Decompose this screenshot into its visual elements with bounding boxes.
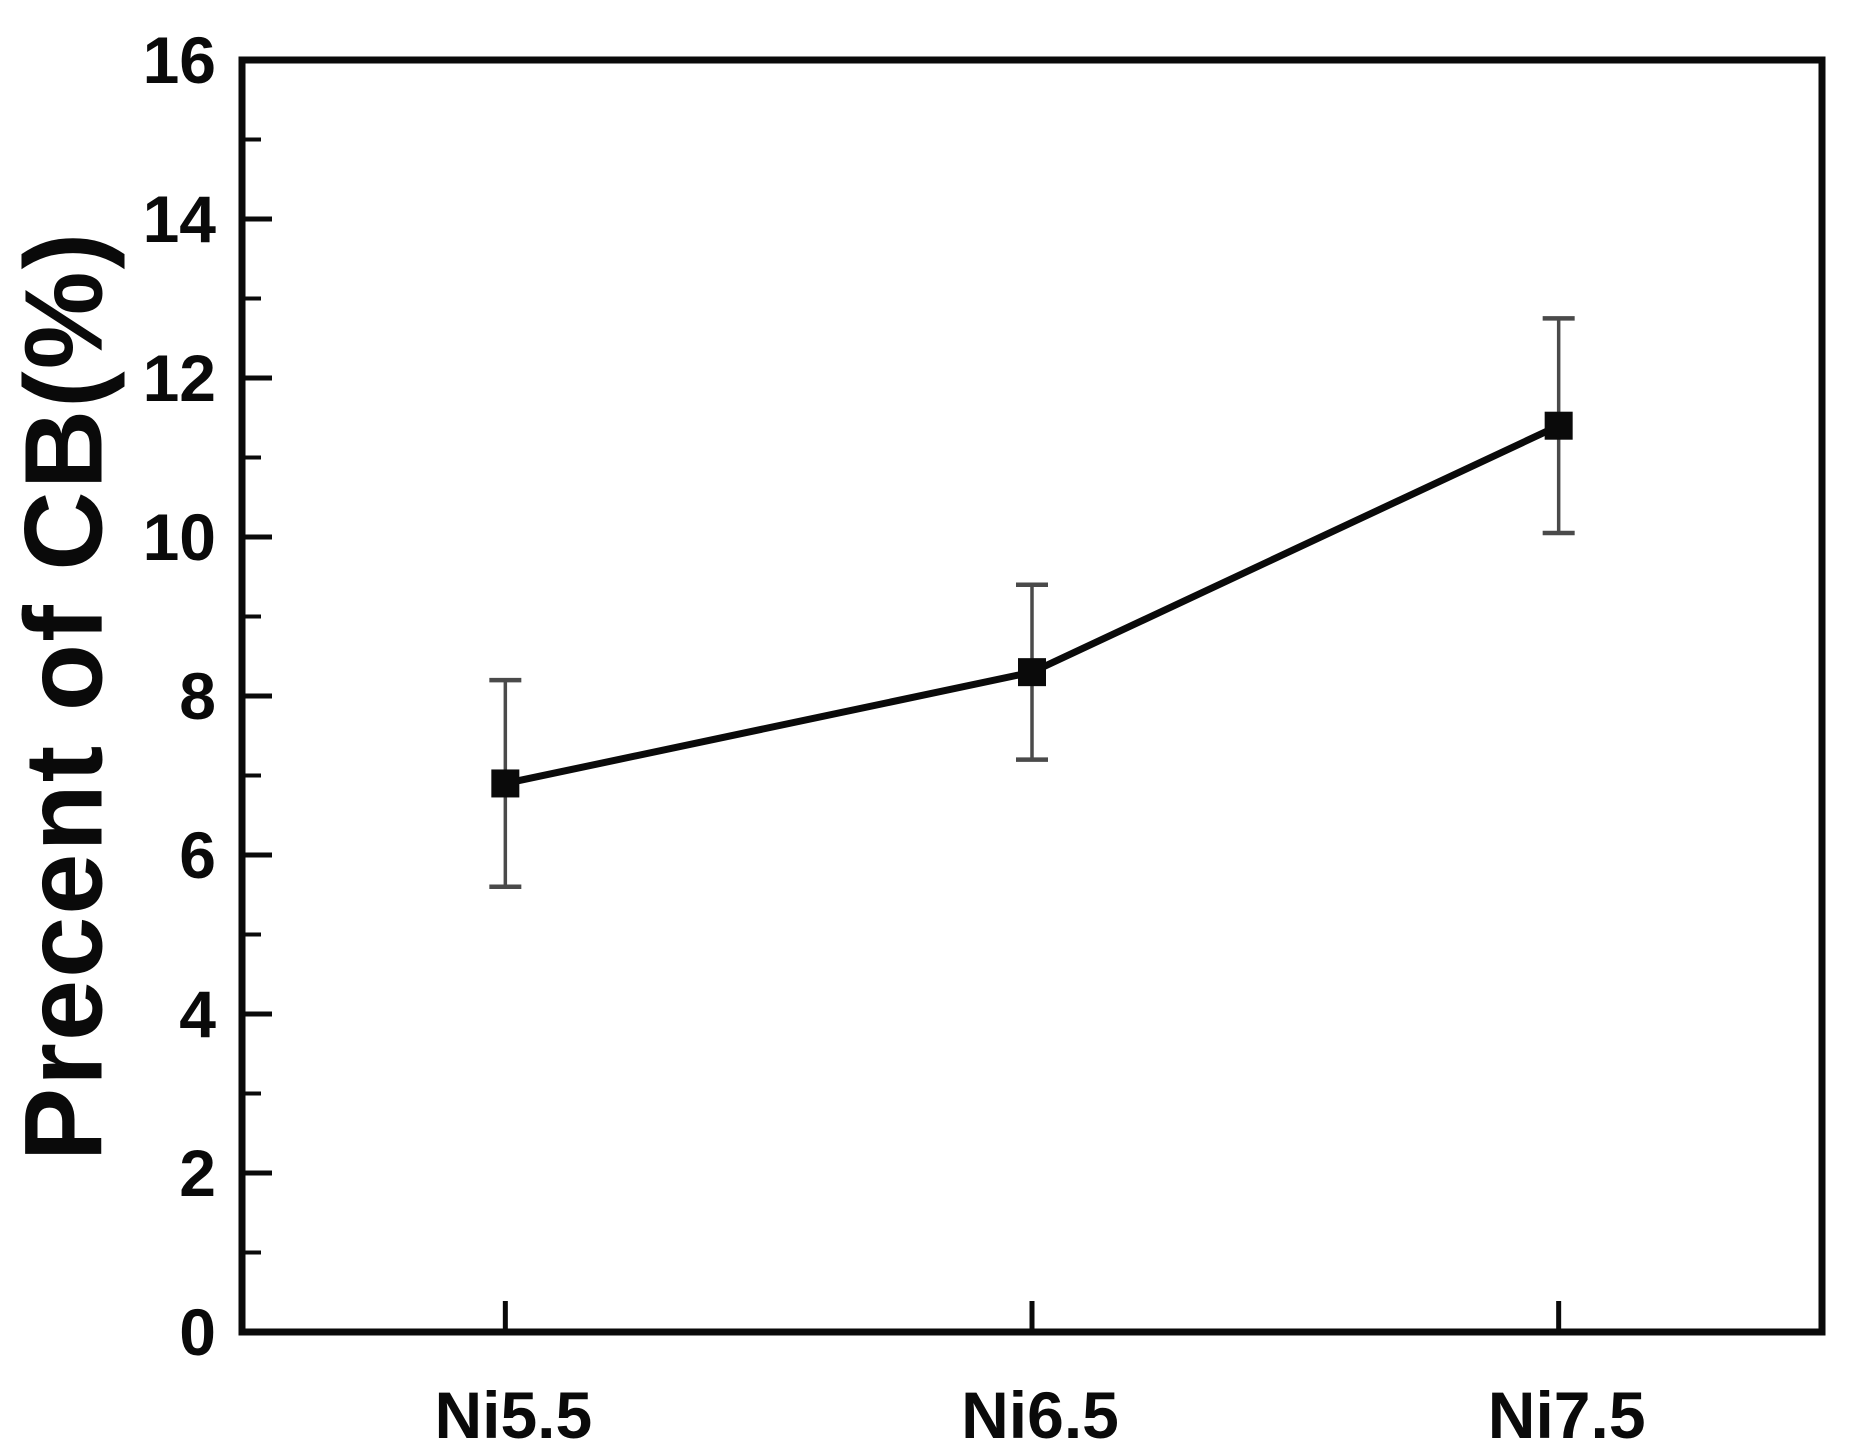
y-axis-tick-label: 2	[179, 1136, 216, 1210]
y-axis-tick-label: 12	[143, 341, 216, 415]
x-axis-tick-label: Ni6.5	[961, 1378, 1119, 1443]
y-axis-tick-label: 14	[143, 182, 217, 256]
data-point-marker	[1018, 658, 1046, 687]
x-axis-tick-label: Ni5.5	[434, 1378, 592, 1443]
y-axis-tick-label: 8	[179, 659, 216, 733]
y-axis-tick-label: 16	[143, 23, 216, 97]
data-point-marker	[491, 769, 520, 798]
y-axis-tick-label: 4	[179, 977, 216, 1051]
y-axis-tick-label: 6	[179, 818, 216, 892]
y-axis-title: Precent of CB(%)	[3, 231, 126, 1161]
y-axis-tick-label: 0	[179, 1295, 216, 1369]
y-axis-tick-label: 10	[143, 500, 216, 574]
plot-frame	[238, 56, 1826, 1336]
data-point-marker	[1544, 411, 1573, 440]
x-axis-tick-label: Ni7.5	[1488, 1378, 1646, 1443]
